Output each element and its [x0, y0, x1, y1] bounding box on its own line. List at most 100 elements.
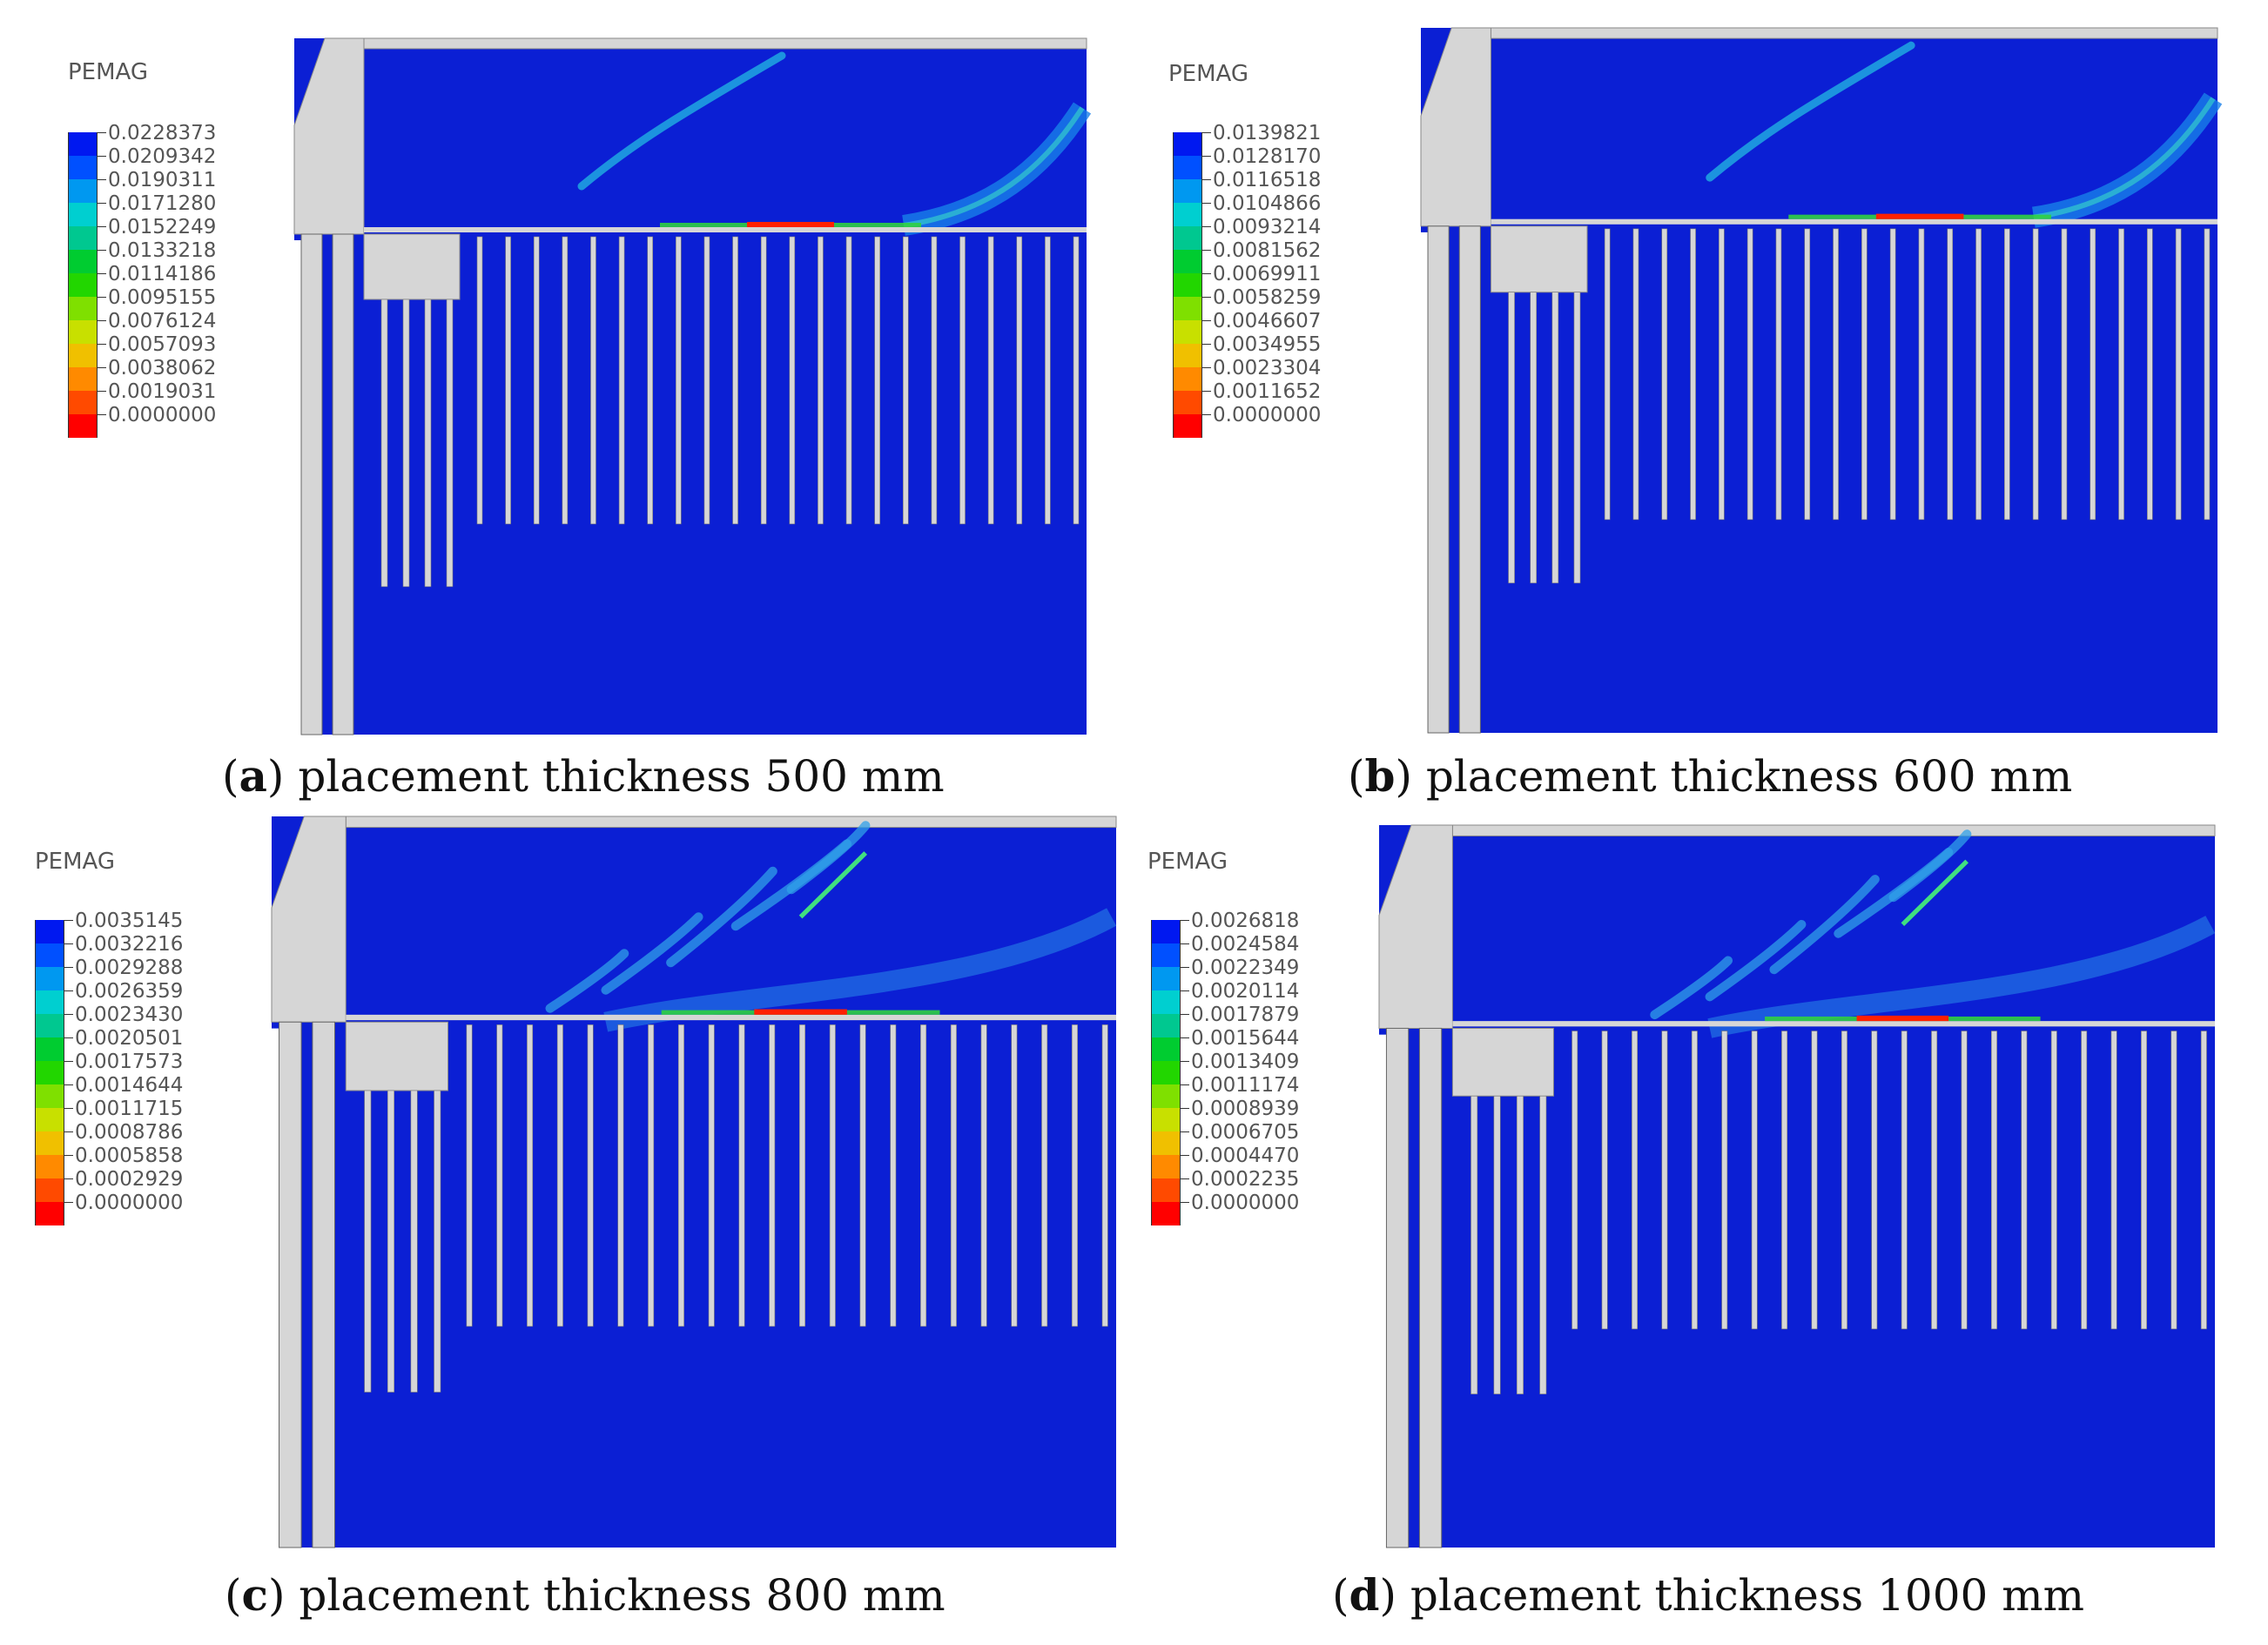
- soil-domain: [294, 38, 1087, 735]
- colorbar-tick: [1181, 990, 1189, 991]
- pile: [1632, 228, 1639, 520]
- pile: [1530, 292, 1538, 584]
- pile: [562, 236, 569, 525]
- colorbar-label: 0.0026818: [1191, 910, 1300, 932]
- pile: [738, 1024, 745, 1327]
- colorbar-swatch: [1173, 179, 1202, 203]
- sheet-pile: [1385, 1027, 1410, 1548]
- pile: [446, 299, 454, 588]
- colorbar-swatch: [1151, 1178, 1181, 1202]
- colorbar-label: 0.0133218: [108, 239, 217, 262]
- colorbar-tick: [1202, 320, 1211, 321]
- colorbar-label: 0.0190311: [108, 169, 217, 191]
- pile: [648, 1024, 655, 1327]
- colorbar-label: 0.0032216: [75, 933, 184, 956]
- colorbar-tick: [98, 156, 106, 157]
- pile: [1947, 228, 1954, 520]
- colorbar-tick: [98, 273, 106, 274]
- abutment-wall: [271, 816, 347, 1023]
- colorbar-swatch: [1173, 273, 1202, 297]
- colorbar-swatch: [35, 1037, 64, 1061]
- pile: [2004, 228, 2010, 520]
- colorbar-swatch: [68, 273, 98, 297]
- pile: [1539, 1095, 1547, 1394]
- pile: [2032, 228, 2039, 520]
- sheet-pile: [1418, 1027, 1443, 1548]
- colorbar-swatch: [68, 156, 98, 179]
- strain-band: [798, 851, 868, 919]
- colorbar-label: 0.0004470: [1191, 1145, 1300, 1167]
- pile: [1661, 1031, 1668, 1330]
- colorbar-tick: [64, 920, 73, 921]
- pile: [829, 1024, 836, 1327]
- pile: [931, 236, 938, 525]
- pile-cap: [1490, 225, 1588, 293]
- pile: [2147, 228, 2153, 520]
- colorbar-swatch: [1151, 990, 1181, 1014]
- caption-a: (a) placement thickness 500 mm: [222, 750, 945, 802]
- legend-title: PEMAG: [68, 59, 149, 85]
- pile: [434, 1090, 441, 1393]
- colorbar-swatch: [35, 1131, 64, 1155]
- colorbar-label: 0.0081562: [1213, 239, 1322, 262]
- pile: [424, 299, 432, 588]
- colorbar-swatch: [1151, 1108, 1181, 1131]
- colorbar-swatch: [35, 1108, 64, 1131]
- colorbar-tick: [64, 1061, 73, 1062]
- left-margin: [1421, 232, 1429, 733]
- pile: [2021, 1031, 2028, 1330]
- sheet-pile: [279, 1021, 302, 1548]
- colorbar-swatch: [68, 132, 98, 156]
- pile: [380, 299, 388, 588]
- pile: [769, 1024, 776, 1327]
- pile: [1073, 236, 1080, 525]
- pile: [987, 236, 994, 525]
- colorbar-swatch: [35, 943, 64, 967]
- colorbar-label: 0.0228373: [108, 122, 217, 144]
- colorbar-label: 0.0011652: [1213, 380, 1322, 403]
- pile-cap: [1451, 1027, 1554, 1097]
- caption-b: (b) placement thickness 600 mm: [1348, 750, 2073, 802]
- colorbar-tick: [64, 1108, 73, 1109]
- colorbar-swatch: [1173, 367, 1202, 391]
- colorbar-tick: [1181, 1178, 1189, 1179]
- colorbar-swatch: [1173, 344, 1202, 367]
- pile: [950, 1024, 957, 1327]
- sheet-pile: [332, 233, 354, 735]
- pile: [676, 236, 682, 525]
- strain-band: [666, 866, 777, 968]
- pile: [1841, 1031, 1847, 1330]
- colorbar-swatch: [35, 1061, 64, 1084]
- ground-surface: [1452, 1021, 2215, 1027]
- colorbar-tick: [98, 320, 106, 321]
- colorbar-swatch: [1151, 1037, 1181, 1061]
- colorbar-swatch: [1173, 203, 1202, 226]
- colorbar-tick: [64, 1131, 73, 1132]
- colorbar-swatch: [1173, 226, 1202, 250]
- colorbar-label: 0.0020501: [75, 1027, 184, 1050]
- colorbar-swatch: [1151, 1084, 1181, 1108]
- colorbar-swatch: [68, 203, 98, 226]
- colorbar-label: 0.0209342: [108, 145, 217, 168]
- pile: [533, 236, 540, 525]
- strain-zone-red: [1875, 213, 1964, 219]
- colorbar-label: 0.0011715: [75, 1098, 184, 1120]
- colorbar-label: 0.0026359: [75, 980, 184, 1003]
- pile: [402, 299, 410, 588]
- colorbar-label: 0.0008939: [1191, 1098, 1300, 1120]
- colorbar-swatch: [35, 990, 64, 1014]
- pile: [1871, 1031, 1878, 1330]
- pile: [1781, 1031, 1788, 1330]
- pile: [1889, 228, 1896, 520]
- colorbar-tick: [98, 203, 106, 204]
- pile: [708, 1024, 715, 1327]
- colorbar-swatch: [1151, 1061, 1181, 1084]
- colorbar-tick: [64, 1014, 73, 1015]
- colorbar-label: 0.0034955: [1213, 333, 1322, 356]
- colorbar-label: 0.0139821: [1213, 122, 1322, 144]
- colorbar-swatch: [68, 367, 98, 391]
- pile: [1011, 1024, 1018, 1327]
- colorbar-tick: [1181, 1014, 1189, 1015]
- legend-title: PEMAG: [1168, 61, 1249, 87]
- colorbar-label: 0.0011174: [1191, 1074, 1300, 1097]
